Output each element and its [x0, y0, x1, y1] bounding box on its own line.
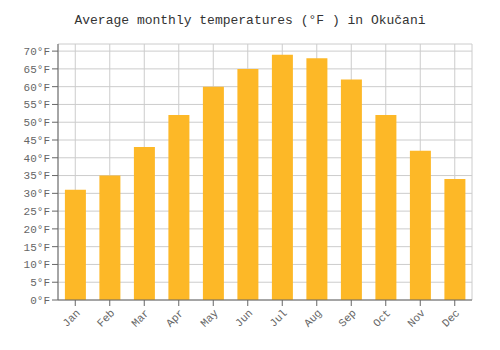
- svg-text:25°F: 25°F: [24, 206, 50, 218]
- svg-text:0°F: 0°F: [30, 295, 50, 307]
- svg-text:Oct: Oct: [371, 307, 393, 329]
- svg-text:Mar: Mar: [129, 307, 151, 329]
- svg-text:35°F: 35°F: [24, 170, 50, 182]
- html-text:Average monthly temperatures (: Average monthly temperatures (°F ) in Ok…: [74, 13, 426, 28]
- svg-text:65°F: 65°F: [24, 64, 50, 76]
- svg-text:55°F: 55°F: [24, 99, 50, 111]
- svg-text:15°F: 15°F: [24, 242, 50, 254]
- svg-text:Jun: Jun: [233, 307, 255, 329]
- svg-text:May: May: [198, 307, 221, 330]
- svg-text:Aug: Aug: [302, 307, 324, 329]
- svg-text:Apr: Apr: [164, 307, 186, 329]
- svg-text:40°F: 40°F: [24, 153, 50, 165]
- svg-text:60°F: 60°F: [24, 82, 50, 94]
- svg-text:5°F: 5°F: [30, 277, 50, 289]
- svg-text:Jan: Jan: [60, 307, 82, 329]
- svg-text:10°F: 10°F: [24, 259, 50, 271]
- svg-text:50°F: 50°F: [24, 117, 50, 129]
- svg-text:30°F: 30°F: [24, 188, 50, 200]
- svg-text:Sep: Sep: [336, 307, 358, 329]
- svg-text:Jul: Jul: [267, 307, 289, 329]
- svg-text:45°F: 45°F: [24, 135, 50, 147]
- svg-text:70°F: 70°F: [24, 46, 50, 58]
- svg-text:Nov: Nov: [405, 307, 428, 330]
- svg-text:Dec: Dec: [440, 307, 462, 329]
- svg-text:Feb: Feb: [95, 307, 117, 329]
- svg-text:20°F: 20°F: [24, 224, 50, 236]
